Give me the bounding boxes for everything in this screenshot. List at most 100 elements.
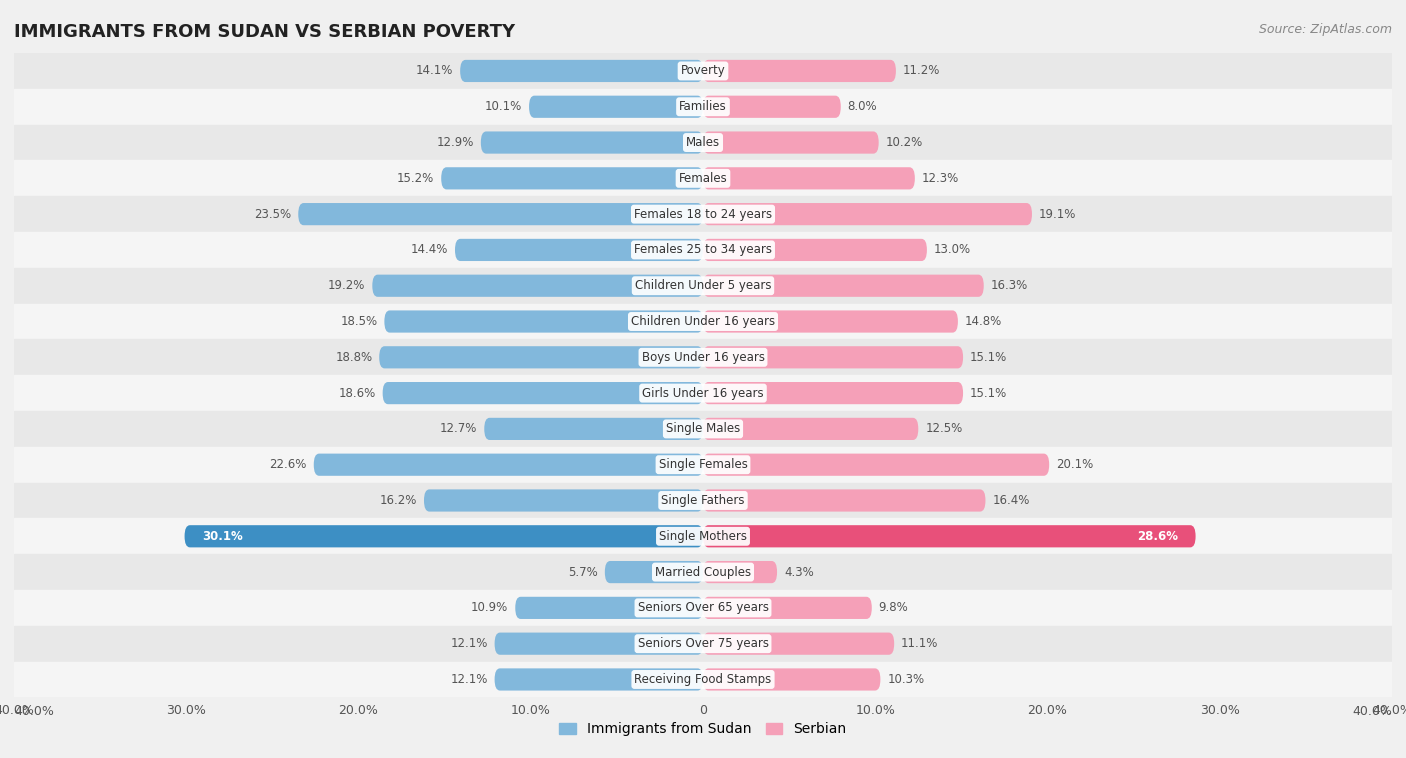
Text: 19.1%: 19.1% — [1039, 208, 1076, 221]
Text: 10.9%: 10.9% — [471, 601, 509, 615]
Text: 12.5%: 12.5% — [925, 422, 963, 435]
Bar — [14, 411, 1392, 446]
FancyBboxPatch shape — [703, 418, 918, 440]
Text: Poverty: Poverty — [681, 64, 725, 77]
FancyBboxPatch shape — [380, 346, 703, 368]
Text: 40.0%: 40.0% — [1353, 705, 1392, 719]
Bar — [14, 554, 1392, 590]
Text: 28.6%: 28.6% — [1137, 530, 1178, 543]
Text: 30.1%: 30.1% — [202, 530, 243, 543]
FancyBboxPatch shape — [703, 597, 872, 619]
Text: 12.1%: 12.1% — [450, 637, 488, 650]
Bar — [14, 304, 1392, 340]
Text: Single Males: Single Males — [666, 422, 740, 435]
FancyBboxPatch shape — [441, 168, 703, 190]
Text: Females 25 to 34 years: Females 25 to 34 years — [634, 243, 772, 256]
FancyBboxPatch shape — [703, 131, 879, 154]
Text: 22.6%: 22.6% — [270, 458, 307, 471]
Text: 12.9%: 12.9% — [436, 136, 474, 149]
Bar — [14, 590, 1392, 626]
Text: 18.5%: 18.5% — [340, 315, 377, 328]
Text: Males: Males — [686, 136, 720, 149]
FancyBboxPatch shape — [703, 311, 957, 333]
Text: IMMIGRANTS FROM SUDAN VS SERBIAN POVERTY: IMMIGRANTS FROM SUDAN VS SERBIAN POVERTY — [14, 23, 515, 41]
Text: 14.8%: 14.8% — [965, 315, 1002, 328]
Bar — [14, 268, 1392, 304]
FancyBboxPatch shape — [495, 633, 703, 655]
Text: 18.6%: 18.6% — [339, 387, 375, 399]
FancyBboxPatch shape — [384, 311, 703, 333]
Text: 8.0%: 8.0% — [848, 100, 877, 113]
Text: 16.4%: 16.4% — [993, 494, 1029, 507]
Text: Single Females: Single Females — [658, 458, 748, 471]
Bar — [14, 375, 1392, 411]
Bar — [14, 196, 1392, 232]
FancyBboxPatch shape — [314, 453, 703, 476]
FancyBboxPatch shape — [703, 561, 778, 583]
Text: 12.1%: 12.1% — [450, 673, 488, 686]
FancyBboxPatch shape — [425, 490, 703, 512]
Bar — [14, 483, 1392, 518]
FancyBboxPatch shape — [703, 274, 984, 297]
FancyBboxPatch shape — [703, 96, 841, 117]
FancyBboxPatch shape — [703, 669, 880, 691]
Bar — [14, 124, 1392, 161]
FancyBboxPatch shape — [529, 96, 703, 117]
Text: 12.3%: 12.3% — [922, 172, 959, 185]
Bar — [14, 518, 1392, 554]
FancyBboxPatch shape — [703, 490, 986, 512]
FancyBboxPatch shape — [298, 203, 703, 225]
Text: Single Mothers: Single Mothers — [659, 530, 747, 543]
Text: 5.7%: 5.7% — [568, 565, 598, 578]
FancyBboxPatch shape — [703, 346, 963, 368]
Text: Married Couples: Married Couples — [655, 565, 751, 578]
Text: 9.8%: 9.8% — [879, 601, 908, 615]
Bar — [14, 446, 1392, 483]
Text: Families: Families — [679, 100, 727, 113]
Text: 14.1%: 14.1% — [416, 64, 453, 77]
Text: Children Under 5 years: Children Under 5 years — [634, 279, 772, 293]
Text: 15.1%: 15.1% — [970, 387, 1007, 399]
Text: Females: Females — [679, 172, 727, 185]
FancyBboxPatch shape — [515, 597, 703, 619]
Text: 10.1%: 10.1% — [485, 100, 522, 113]
Text: 15.1%: 15.1% — [970, 351, 1007, 364]
Bar — [14, 161, 1392, 196]
Text: Seniors Over 65 years: Seniors Over 65 years — [637, 601, 769, 615]
Bar — [14, 340, 1392, 375]
Text: Seniors Over 75 years: Seniors Over 75 years — [637, 637, 769, 650]
Text: 19.2%: 19.2% — [328, 279, 366, 293]
FancyBboxPatch shape — [703, 382, 963, 404]
FancyBboxPatch shape — [481, 131, 703, 154]
FancyBboxPatch shape — [703, 60, 896, 82]
Text: 13.0%: 13.0% — [934, 243, 972, 256]
FancyBboxPatch shape — [703, 633, 894, 655]
FancyBboxPatch shape — [382, 382, 703, 404]
Text: Children Under 16 years: Children Under 16 years — [631, 315, 775, 328]
Text: 4.3%: 4.3% — [785, 565, 814, 578]
Text: 20.1%: 20.1% — [1056, 458, 1094, 471]
Text: 11.2%: 11.2% — [903, 64, 941, 77]
FancyBboxPatch shape — [373, 274, 703, 297]
Text: 11.1%: 11.1% — [901, 637, 938, 650]
FancyBboxPatch shape — [456, 239, 703, 261]
Text: Females 18 to 24 years: Females 18 to 24 years — [634, 208, 772, 221]
Legend: Immigrants from Sudan, Serbian: Immigrants from Sudan, Serbian — [554, 717, 852, 742]
FancyBboxPatch shape — [460, 60, 703, 82]
Text: Source: ZipAtlas.com: Source: ZipAtlas.com — [1258, 23, 1392, 36]
FancyBboxPatch shape — [605, 561, 703, 583]
FancyBboxPatch shape — [703, 453, 1049, 476]
FancyBboxPatch shape — [484, 418, 703, 440]
Text: 16.3%: 16.3% — [991, 279, 1028, 293]
Text: 16.2%: 16.2% — [380, 494, 418, 507]
Text: Girls Under 16 years: Girls Under 16 years — [643, 387, 763, 399]
Text: Single Fathers: Single Fathers — [661, 494, 745, 507]
Text: 23.5%: 23.5% — [254, 208, 291, 221]
Bar — [14, 662, 1392, 697]
Text: 12.7%: 12.7% — [440, 422, 478, 435]
FancyBboxPatch shape — [703, 168, 915, 190]
FancyBboxPatch shape — [495, 669, 703, 691]
Text: 15.2%: 15.2% — [396, 172, 434, 185]
Text: 10.2%: 10.2% — [886, 136, 922, 149]
Text: 18.8%: 18.8% — [335, 351, 373, 364]
